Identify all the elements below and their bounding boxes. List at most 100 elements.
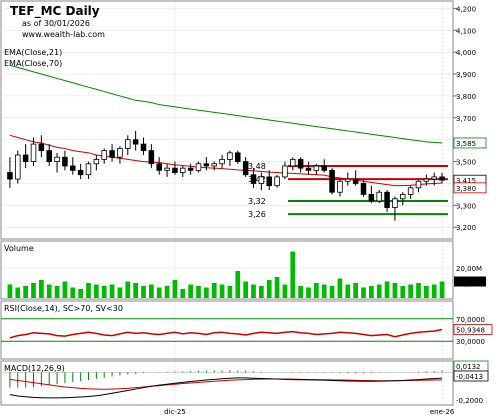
date-tick-label: dic-25	[164, 408, 186, 416]
rsi-panel-frame	[0, 300, 454, 360]
candle-body	[368, 194, 375, 202]
volume-last-label: 11,39M	[456, 279, 482, 287]
legend-ema21: EMA(Close,21)	[4, 48, 62, 57]
volume-bar	[78, 289, 83, 298]
candle-body	[321, 165, 327, 171]
volume-tick-label: 20,00M	[456, 265, 482, 273]
price-tick-label: 3,900	[456, 71, 476, 79]
level-label: 3,26	[248, 210, 266, 219]
candle-body	[109, 150, 115, 158]
volume-bar	[321, 284, 327, 298]
price-layer: 3,48 3,42 3,32 3,26	[7, 64, 448, 221]
volume-bar	[188, 284, 193, 298]
candle-body	[140, 143, 147, 152]
candle-body	[242, 161, 249, 176]
candle-body	[132, 139, 139, 145]
candle-body	[384, 191, 390, 208]
volume-bar	[266, 280, 272, 298]
value-tag-label: 3,380	[456, 185, 476, 193]
candle-body	[156, 163, 162, 171]
price-tick-label: 3,300	[456, 202, 476, 210]
volume-bar	[416, 283, 421, 298]
volume-bar	[133, 283, 138, 298]
candle-body	[376, 191, 382, 202]
legend-ema70: EMA(Close,70)	[4, 59, 62, 68]
candle-body	[392, 198, 398, 208]
candle-body	[172, 167, 178, 173]
candle-body	[274, 176, 280, 187]
candle-body	[30, 143, 37, 162]
value-tag-box	[453, 182, 487, 194]
volume-bar	[251, 284, 256, 298]
candle-body	[187, 167, 194, 171]
value-tag-box	[453, 137, 487, 149]
candle-body	[297, 158, 304, 169]
rsi-tick-label: 70,0000	[456, 316, 485, 324]
volume-bar	[117, 287, 123, 298]
volume-bar	[384, 281, 390, 298]
candle-body	[22, 154, 29, 162]
volume-bar	[290, 251, 296, 298]
level-label: 3,32	[248, 197, 266, 206]
volume-last-box	[454, 276, 486, 287]
candle-body	[54, 156, 60, 162]
candle-body	[329, 169, 335, 193]
macd-tick-label: -0,2000	[456, 397, 483, 405]
candle-body	[400, 194, 406, 200]
rsi-title: RSI(Close,14), SC>70, SV<30	[4, 304, 123, 313]
candle-body	[46, 150, 52, 162]
rsi-line	[9, 328, 443, 339]
volume-bar	[125, 281, 131, 298]
candle-body	[195, 163, 202, 171]
volume-bar	[7, 284, 13, 298]
candle-body	[337, 180, 343, 193]
candle-body	[282, 165, 288, 178]
candle-body	[164, 167, 170, 171]
macd-last-box	[453, 370, 489, 382]
volume-bar	[274, 277, 280, 298]
candle-body	[439, 176, 445, 181]
price-tick-label: 4,100	[456, 27, 476, 35]
candle-body	[93, 158, 100, 165]
volume-bar	[376, 284, 382, 298]
candle-body	[313, 165, 320, 171]
price-tick-label: 4,200	[456, 5, 476, 13]
candle-body	[148, 150, 155, 165]
volume-bar	[204, 287, 209, 298]
volume-bar	[164, 286, 170, 298]
ema70-line	[9, 64, 443, 144]
candle-body	[15, 154, 21, 180]
volume-bar	[86, 283, 91, 298]
volume-bar	[227, 286, 233, 298]
candle-body	[423, 178, 430, 182]
candle-body	[70, 165, 76, 171]
volume-bar	[180, 289, 186, 298]
volume-bar	[141, 286, 146, 298]
volume-bar	[439, 281, 445, 298]
volume-bar	[431, 284, 437, 298]
date-tick-label: ene-26	[430, 408, 455, 416]
macd-panel-frame	[0, 360, 454, 406]
chart-title: TEF_MC Daily	[10, 4, 100, 19]
volume-bar	[46, 284, 52, 298]
volume-bar	[345, 284, 351, 298]
candle-body	[227, 152, 233, 160]
volume-bar	[196, 286, 201, 298]
candle-body	[415, 180, 422, 189]
volume-bar	[353, 283, 358, 298]
value-tag-label: 3,585	[456, 140, 476, 148]
axis-layer: 4,2004,1004,0003,9003,8003,7003,6003,500…	[164, 5, 493, 416]
volume-bar	[156, 287, 162, 298]
candle-body	[101, 150, 107, 160]
candle-body	[7, 172, 13, 180]
volume-bar	[369, 286, 374, 298]
candle-body	[360, 183, 367, 195]
rsi-last-box	[453, 324, 493, 335]
volume-title: Volume	[4, 244, 34, 253]
price-tick-label: 3,500	[456, 159, 476, 167]
volume-bar	[337, 278, 343, 298]
volume-bar	[314, 283, 319, 298]
volume-layer	[7, 251, 445, 298]
candle-body	[180, 167, 186, 173]
